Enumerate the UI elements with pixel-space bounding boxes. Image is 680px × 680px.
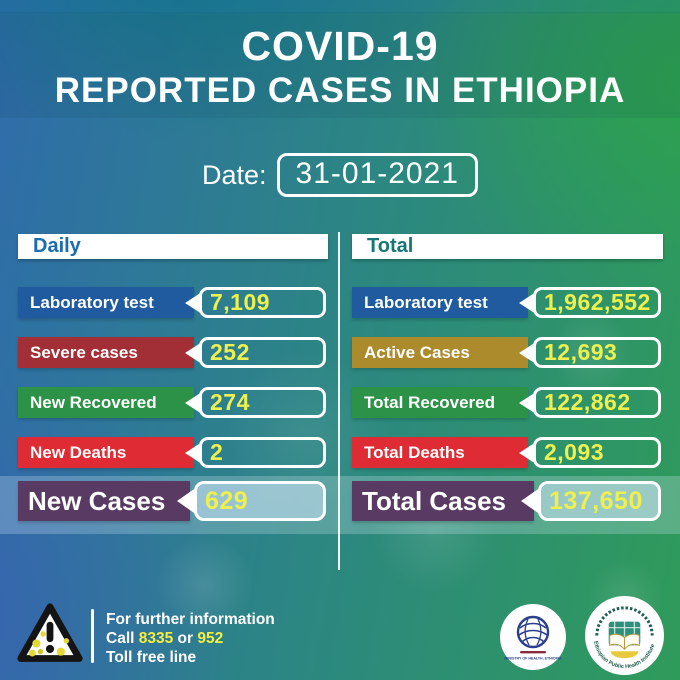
summary-row-new-cases: New Cases 629 bbox=[18, 481, 328, 521]
stat-label-bar: Total Recovered bbox=[352, 387, 528, 418]
stat-row-daily-severe-cases: Severe cases 252 bbox=[18, 337, 328, 368]
stat-value-box: 2,093 bbox=[519, 437, 661, 468]
stat-label-bar: Severe cases bbox=[18, 337, 194, 368]
left-arrow-icon bbox=[519, 441, 536, 464]
stat-value: 12,693 bbox=[544, 339, 618, 365]
moh-logo-caption: MINISTRY OF HEALTH, ETHIOPIA bbox=[504, 657, 562, 661]
summary-value-box: 629 bbox=[177, 481, 326, 521]
stat-row-daily-new-deaths: New Deaths 2 bbox=[18, 437, 328, 468]
summary-row-total-cases: Total Cases 137,650 bbox=[352, 481, 663, 521]
summary-value: 137,650 bbox=[549, 486, 643, 515]
total-column: Total Laboratory test 1,962,552 Active C… bbox=[352, 232, 663, 572]
stat-label-bar: New Deaths bbox=[18, 437, 194, 468]
hotline-number-1: 8335 bbox=[138, 630, 174, 647]
date-label: Date: bbox=[201, 159, 267, 190]
stat-label-bar: Laboratory test bbox=[352, 287, 528, 318]
or-word: or bbox=[177, 630, 194, 647]
stat-row-daily-new-recovered: New Recovered 274 bbox=[18, 387, 328, 418]
stat-label-bar: Active Cases bbox=[352, 337, 528, 368]
title-background-band bbox=[0, 12, 680, 118]
daily-header-label: Daily bbox=[33, 235, 81, 257]
ethiopian-public-health-institute-logo: Ethiopian Public Health Institute bbox=[585, 596, 664, 675]
stat-row-daily-laboratory-test: Laboratory test 7,109 bbox=[18, 287, 328, 318]
left-arrow-icon bbox=[519, 291, 536, 314]
left-arrow-icon bbox=[519, 341, 536, 364]
date-value: 31-01-2021 bbox=[276, 153, 478, 197]
daily-column-header: Daily bbox=[18, 234, 328, 259]
stat-value-box: 274 bbox=[185, 387, 326, 418]
stat-label: New Deaths bbox=[30, 442, 127, 462]
stat-value-box: 252 bbox=[185, 337, 326, 368]
stat-value: 1,962,552 bbox=[544, 289, 651, 315]
stat-row-total-laboratory-test: Laboratory test 1,962,552 bbox=[352, 287, 663, 318]
ministry-of-health-logo: MINISTRY OF HEALTH, ETHIOPIA bbox=[500, 604, 566, 670]
left-arrow-icon bbox=[521, 487, 541, 515]
title-line-1: COVID-19 bbox=[241, 23, 439, 69]
hotline-number-2: 952 bbox=[197, 630, 224, 647]
stat-label: Active Cases bbox=[364, 342, 470, 362]
stats-board: Daily Laboratory test 7,109 Severe cases… bbox=[0, 232, 680, 574]
warning-triangle-icon bbox=[17, 603, 83, 662]
left-arrow-icon bbox=[185, 291, 202, 314]
stat-label: Laboratory test bbox=[30, 292, 154, 312]
date-row: Date: 31-01-2021 bbox=[0, 153, 680, 197]
stat-row-total-active-cases: Active Cases 12,693 bbox=[352, 337, 663, 368]
call-word: Call bbox=[106, 630, 135, 647]
summary-value-box: 137,650 bbox=[521, 481, 661, 521]
stat-value-box: 122,862 bbox=[519, 387, 661, 418]
left-arrow-icon bbox=[177, 487, 197, 515]
summary-label: New Cases bbox=[28, 485, 166, 516]
stat-value-box: 1,962,552 bbox=[519, 287, 661, 318]
footer-divider bbox=[91, 609, 94, 663]
left-arrow-icon bbox=[185, 391, 202, 414]
summary-label-bar: New Cases bbox=[18, 481, 190, 521]
page-title: COVID-19 REPORTED CASES IN ETHIOPIA bbox=[0, 23, 680, 113]
summary-label: Total Cases bbox=[362, 485, 507, 516]
total-header-label: Total bbox=[367, 235, 414, 257]
daily-column: Daily Laboratory test 7,109 Severe cases… bbox=[18, 232, 328, 572]
stat-label-bar: New Recovered bbox=[18, 387, 194, 418]
stat-value: 252 bbox=[210, 339, 250, 365]
stat-value: 2 bbox=[210, 439, 224, 465]
title-line-2: REPORTED CASES IN ETHIOPIA bbox=[54, 71, 626, 111]
stat-row-total-recovered: Total Recovered 122,862 bbox=[352, 387, 663, 418]
left-arrow-icon bbox=[185, 341, 202, 364]
stat-value-box: 7,109 bbox=[185, 287, 326, 318]
stat-label-bar: Total Deaths bbox=[352, 437, 528, 468]
footer-line-1: For further information bbox=[106, 611, 275, 628]
stat-label: Laboratory test bbox=[364, 292, 488, 312]
stat-label: Severe cases bbox=[30, 342, 138, 362]
total-column-header: Total bbox=[352, 234, 663, 259]
left-arrow-icon bbox=[519, 391, 536, 414]
stat-value: 7,109 bbox=[210, 289, 271, 315]
stat-value-box: 2 bbox=[185, 437, 326, 468]
stat-value: 274 bbox=[210, 389, 250, 415]
background-top-strip bbox=[0, 0, 680, 13]
stat-row-total-deaths: Total Deaths 2,093 bbox=[352, 437, 663, 468]
stat-value-box: 12,693 bbox=[519, 337, 661, 368]
footer-line-2: Call 8335 or 952 bbox=[106, 629, 275, 648]
left-arrow-icon bbox=[185, 441, 202, 464]
stat-value: 2,093 bbox=[544, 439, 605, 465]
summary-value: 629 bbox=[205, 486, 249, 515]
stat-label: Total Deaths bbox=[364, 442, 465, 462]
stat-label-bar: Laboratory test bbox=[18, 287, 194, 318]
footer-line-3: Toll free line bbox=[106, 649, 197, 666]
summary-label-bar: Total Cases bbox=[352, 481, 534, 521]
column-divider bbox=[338, 232, 340, 570]
stat-value: 122,862 bbox=[544, 389, 631, 415]
stat-label: New Recovered bbox=[30, 392, 157, 412]
footer-info-text: For further information Call 8335 or 952… bbox=[106, 610, 275, 667]
stat-label: Total Recovered bbox=[364, 392, 496, 412]
